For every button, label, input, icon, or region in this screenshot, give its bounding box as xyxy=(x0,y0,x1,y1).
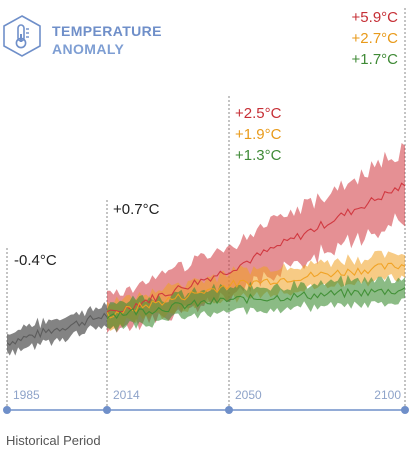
band-high xyxy=(107,143,405,333)
anomaly-label-2014-0: +0.7°C xyxy=(113,201,160,218)
series-line-medium xyxy=(106,262,406,319)
tick-label-1985: 1985 xyxy=(13,388,40,402)
historical-period-label: Historical Period xyxy=(6,433,101,448)
anomaly-labels: -0.4°C +0.7°C +2.5°C +1.9°C +1.3°C +5.9°C +2.7… xyxy=(14,9,398,269)
chart-title-line-2: ANOMALY xyxy=(52,41,125,57)
anomaly-label-2100-2: +1.7°C xyxy=(352,51,399,68)
axis-dot-2050 xyxy=(225,406,233,414)
tick-label-2100: 2100 xyxy=(374,388,401,402)
anomaly-label-2100-1: +2.7°C xyxy=(352,30,399,47)
series-line-high xyxy=(106,182,406,313)
band-low xyxy=(107,274,405,333)
tick-label-2050: 2050 xyxy=(235,388,262,402)
series-line-low xyxy=(106,287,406,320)
series-lines xyxy=(6,182,406,346)
anomaly-label-2050-1: +1.9°C xyxy=(235,126,282,143)
chart-title-line-1: TEMPERATURE xyxy=(52,23,162,39)
axis-dot-2014 xyxy=(103,406,111,414)
time-axis: 1985 2014 2050 2100 Historical Period xyxy=(3,388,409,448)
anomaly-label-2050-0: +2.5°C xyxy=(235,105,282,122)
thermometer-icon xyxy=(3,15,41,57)
series-line-historical xyxy=(6,312,108,346)
anomaly-label-1985-0: -0.4°C xyxy=(14,252,57,269)
uncertainty-bands xyxy=(7,143,405,356)
axis-dot-1985 xyxy=(3,406,11,414)
anomaly-label-2050-2: +1.3°C xyxy=(235,147,282,164)
tick-label-2014: 2014 xyxy=(113,388,140,402)
chart-header: TEMPERATURE ANOMALY xyxy=(0,12,200,60)
anomaly-label-2100-0: +5.9°C xyxy=(352,9,399,26)
axis-dot-2100 xyxy=(401,406,409,414)
